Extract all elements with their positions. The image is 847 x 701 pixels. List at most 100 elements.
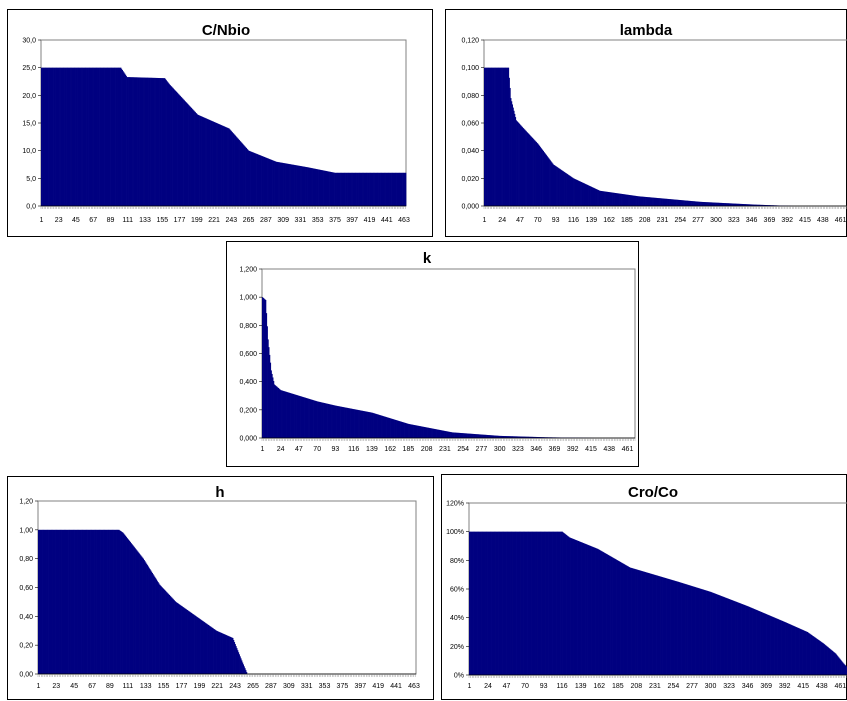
x-tick-label: 375 [337, 683, 349, 690]
x-tick-label: 309 [283, 683, 295, 690]
y-tick-label: 0,40 [19, 614, 33, 621]
y-tick-label: 0,000 [239, 436, 257, 443]
x-tick-label: 265 [243, 217, 255, 224]
x-tick-label: 461 [834, 683, 846, 690]
bar [405, 173, 406, 206]
y-tick-label: 20,0 [22, 93, 36, 100]
x-tick-label: 277 [692, 217, 704, 224]
y-tick-label: 0,0 [26, 204, 36, 211]
y-tick-label: 120% [446, 501, 464, 508]
y-tick-label: 1,20 [19, 499, 33, 506]
x-tick-label: 392 [567, 446, 579, 453]
x-tick-label: 47 [503, 683, 511, 690]
x-tick-label: 67 [88, 683, 96, 690]
x-tick-label: 1 [467, 683, 471, 690]
x-tick-label: 300 [494, 446, 506, 453]
chart-title: lambda [620, 22, 673, 39]
y-tick-label: 0,000 [461, 204, 479, 211]
x-tick-label: 231 [439, 446, 451, 453]
x-tick-label: 177 [174, 217, 186, 224]
x-tick-label: 438 [603, 446, 615, 453]
x-tick-label: 346 [742, 683, 754, 690]
y-tick-label: 0,800 [239, 323, 257, 330]
x-tick-label: 1 [39, 217, 43, 224]
x-tick-label: 419 [364, 217, 376, 224]
y-tick-label: 1,200 [239, 267, 257, 274]
x-tick-label: 116 [557, 683, 568, 690]
x-tick-label: 162 [384, 446, 396, 453]
y-tick-label: 60% [450, 587, 464, 594]
x-tick-label: 185 [612, 683, 624, 690]
chart-title: k [423, 250, 432, 267]
x-tick-label: 24 [498, 217, 506, 224]
x-tick-label: 415 [799, 217, 811, 224]
y-tick-label: 0,400 [239, 379, 257, 386]
y-tick-label: 40% [450, 615, 464, 622]
x-tick-label: 93 [540, 683, 548, 690]
x-tick-label: 47 [295, 446, 303, 453]
x-tick-label: 23 [55, 217, 63, 224]
x-tick-label: 369 [549, 446, 561, 453]
y-tick-label: 0,080 [461, 93, 479, 100]
x-tick-label: 463 [408, 683, 420, 690]
y-tick-label: 0% [454, 673, 464, 680]
y-tick-label: 0,20 [19, 643, 33, 650]
x-tick-label: 463 [398, 217, 410, 224]
x-tick-label: 199 [191, 217, 203, 224]
x-tick-label: 155 [158, 683, 170, 690]
y-tick-label: 0,040 [461, 148, 479, 155]
y-tick-label: 0,60 [19, 585, 33, 592]
x-tick-label: 133 [140, 683, 152, 690]
x-tick-label: 89 [106, 683, 114, 690]
y-tick-label: 5,0 [26, 176, 36, 183]
x-tick-label: 162 [593, 683, 605, 690]
x-tick-label: 323 [723, 683, 735, 690]
y-tick-label: 80% [450, 558, 464, 565]
x-tick-label: 331 [301, 683, 313, 690]
x-tick-label: 185 [621, 217, 633, 224]
x-tick-label: 221 [211, 683, 223, 690]
x-tick-label: 208 [421, 446, 433, 453]
x-tick-label: 162 [603, 217, 615, 224]
x-tick-label: 300 [705, 683, 717, 690]
x-tick-label: 70 [521, 683, 529, 690]
chart-title: Cro/Co [628, 484, 678, 501]
y-tick-label: 0,020 [461, 176, 479, 183]
x-tick-label: 323 [728, 217, 740, 224]
x-tick-label: 1 [482, 217, 486, 224]
x-tick-label: 346 [746, 217, 758, 224]
x-tick-label: 441 [390, 683, 402, 690]
x-tick-label: 265 [247, 683, 259, 690]
x-tick-label: 461 [835, 217, 847, 224]
x-tick-label: 353 [319, 683, 331, 690]
x-tick-label: 67 [89, 217, 97, 224]
chart-title: h [215, 484, 224, 501]
bar-series [262, 297, 595, 438]
x-tick-label: 309 [277, 217, 289, 224]
x-tick-label: 287 [265, 683, 277, 690]
x-tick-label: 369 [760, 683, 772, 690]
y-tick-label: 0,00 [19, 672, 33, 679]
y-tick-label: 0,200 [239, 407, 257, 414]
x-tick-label: 24 [484, 683, 492, 690]
bar-series [469, 532, 847, 675]
x-tick-label: 139 [366, 446, 378, 453]
x-tick-label: 45 [72, 217, 80, 224]
x-tick-label: 231 [649, 683, 661, 690]
x-tick-label: 111 [122, 683, 133, 690]
x-tick-label: 93 [332, 446, 340, 453]
bar-series [484, 68, 793, 206]
x-tick-label: 419 [372, 683, 384, 690]
x-tick-label: 438 [816, 683, 828, 690]
x-tick-label: 254 [457, 446, 469, 453]
x-tick-label: 397 [354, 683, 366, 690]
x-tick-label: 139 [585, 217, 597, 224]
bar-series [38, 530, 247, 674]
x-tick-label: 277 [476, 446, 488, 453]
x-tick-label: 45 [70, 683, 78, 690]
y-tick-label: 1,000 [239, 295, 257, 302]
